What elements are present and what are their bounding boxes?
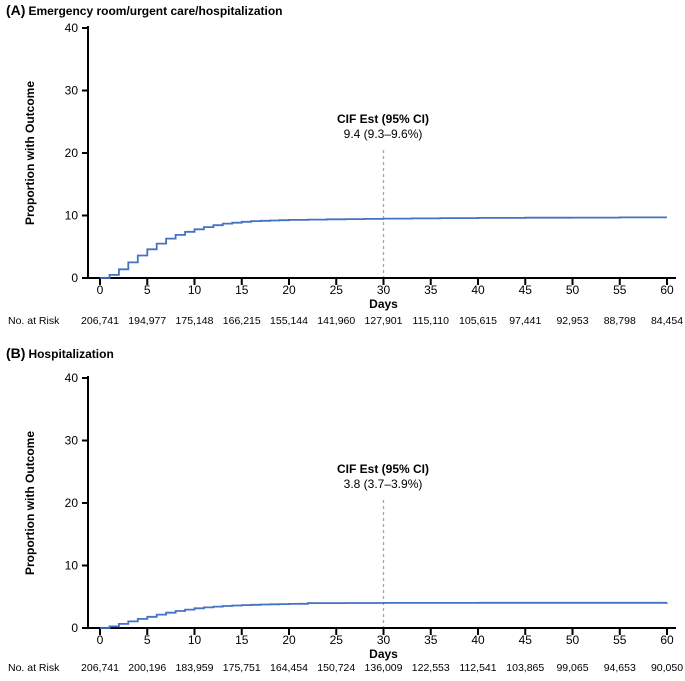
annotation-value-a: 9.4 (9.3–9.6%) — [343, 127, 423, 141]
risk-row-a: No. at Risk 206,741 194,977 175,148 166,215… — [0, 315, 685, 329]
y-tick-label-a: 10 — [65, 209, 79, 223]
risk-value-a: 141,960 — [317, 315, 356, 327]
risk-value-b: 122,553 — [411, 662, 450, 674]
risk-value-b: 90,050 — [650, 662, 684, 674]
risk-value-a: 97,441 — [509, 315, 542, 327]
x-tick-label-a: 40 — [471, 283, 485, 297]
x-axis-title-b: Days — [369, 647, 398, 661]
risk-value-b: 103,865 — [506, 662, 545, 674]
risk-value-a: 194,977 — [128, 315, 167, 327]
x-tick-label-a: 35 — [424, 283, 438, 297]
panel-b-label: (B) — [6, 345, 26, 361]
risk-value-b: 183,959 — [175, 662, 214, 674]
annotation-value-b: 3.8 (3.7–3.9%) — [343, 477, 423, 491]
cif-curve-b — [100, 601, 668, 629]
cif-curve-a — [100, 216, 667, 279]
y-tick-label-b: 40 — [65, 371, 79, 385]
risk-value-a: 84,454 — [650, 315, 684, 327]
risk-value-a: 115,110 — [412, 315, 449, 327]
risk-value-b: 164,454 — [270, 662, 308, 674]
cif-annotation-a: CIF Est (95% CI) 9.4 (9.3–9.6%) — [263, 112, 503, 142]
x-tick-label-a: 10 — [188, 283, 202, 297]
x-tick-label-a: 55 — [613, 283, 627, 297]
cif-annotation-b: CIF Est (95% CI) 3.8 (3.7–3.9%) — [263, 462, 503, 492]
x-tick-label-a: 30 — [377, 283, 391, 297]
x-tick-label-b: 0 — [97, 633, 104, 647]
x-tick-label-b: 15 — [235, 633, 249, 647]
risk-row-b: No. at Risk 206,741 200,196 183,959 175,751… — [0, 662, 685, 676]
panel-b-title: (B) Hospitalization — [6, 345, 114, 363]
x-tick-label-a: 20 — [282, 283, 296, 297]
risk-value-b: 200,196 — [128, 662, 167, 674]
risk-value-b: 136,009 — [364, 662, 403, 674]
risk-value-b: 175,751 — [222, 662, 261, 674]
panel-a-label: (A) — [6, 2, 26, 18]
risk-value-a: 166,215 — [222, 315, 261, 327]
x-tick-label-b: 40 — [471, 633, 485, 647]
risk-value-a: 175,148 — [175, 315, 214, 327]
risk-value-b: 99,065 — [556, 662, 589, 674]
y-tick-label-b: 10 — [65, 559, 79, 573]
risk-value-b: 150,724 — [317, 662, 356, 674]
risk-value-a: 105,615 — [459, 315, 497, 327]
risk-value-b: 112,541 — [459, 662, 497, 674]
x-tick-label-b: 35 — [424, 633, 438, 647]
x-tick-label-b: 55 — [613, 633, 627, 647]
y-tick-label-b: 30 — [65, 434, 79, 448]
panel-a-title: (A) Emergency room/urgent care/hospitaliz… — [6, 2, 283, 20]
y-axis-title-b: Proportion with Outcome — [23, 431, 37, 575]
risk-value-a: 127,901 — [364, 315, 403, 327]
x-tick-label-a: 60 — [660, 283, 674, 297]
risk-label-a: No. at Risk — [8, 315, 60, 327]
x-tick-label-a: 0 — [97, 283, 104, 297]
x-tick-label-a: 5 — [144, 283, 151, 297]
x-tick-label-a: 50 — [566, 283, 580, 297]
x-tick-label-b: 25 — [330, 633, 344, 647]
x-tick-label-b: 45 — [519, 633, 533, 647]
risk-value-a: 88,798 — [603, 315, 636, 327]
x-tick-label-a: 15 — [235, 283, 249, 297]
y-tick-label-a: 0 — [71, 271, 78, 285]
y-tick-label-a: 20 — [65, 146, 79, 160]
x-tick-label-a: 45 — [519, 283, 533, 297]
y-tick-label-b: 20 — [65, 496, 79, 510]
y-tick-label-a: 30 — [65, 84, 79, 98]
annotation-title-a: CIF Est (95% CI) — [336, 112, 429, 126]
x-tick-label-b: 20 — [282, 633, 296, 647]
annotation-title-b: CIF Est (95% CI) — [336, 462, 429, 476]
x-tick-label-a: 25 — [330, 283, 344, 297]
y-axis-title-a: Proportion with Outcome — [23, 81, 37, 225]
risk-label-b: No. at Risk — [8, 662, 60, 674]
risk-value-b: 94,653 — [603, 662, 636, 674]
risk-value-a: 155,144 — [270, 315, 308, 327]
risk-value-b: 206,741 — [81, 662, 119, 674]
x-tick-label-b: 10 — [188, 633, 202, 647]
x-tick-label-b: 30 — [377, 633, 391, 647]
risk-value-a: 206,741 — [81, 315, 119, 327]
y-tick-label-a: 40 — [65, 21, 79, 35]
x-tick-label-b: 60 — [660, 633, 674, 647]
y-tick-label-b: 0 — [71, 621, 78, 635]
risk-value-a: 92,953 — [556, 315, 589, 327]
x-axis-title-a: Days — [369, 297, 398, 311]
x-tick-label-b: 5 — [144, 633, 151, 647]
panel-a-name: Emergency room/urgent care/hospitalizati… — [28, 4, 283, 18]
x-tick-label-b: 50 — [566, 633, 580, 647]
panel-b-name: Hospitalization — [28, 347, 114, 361]
